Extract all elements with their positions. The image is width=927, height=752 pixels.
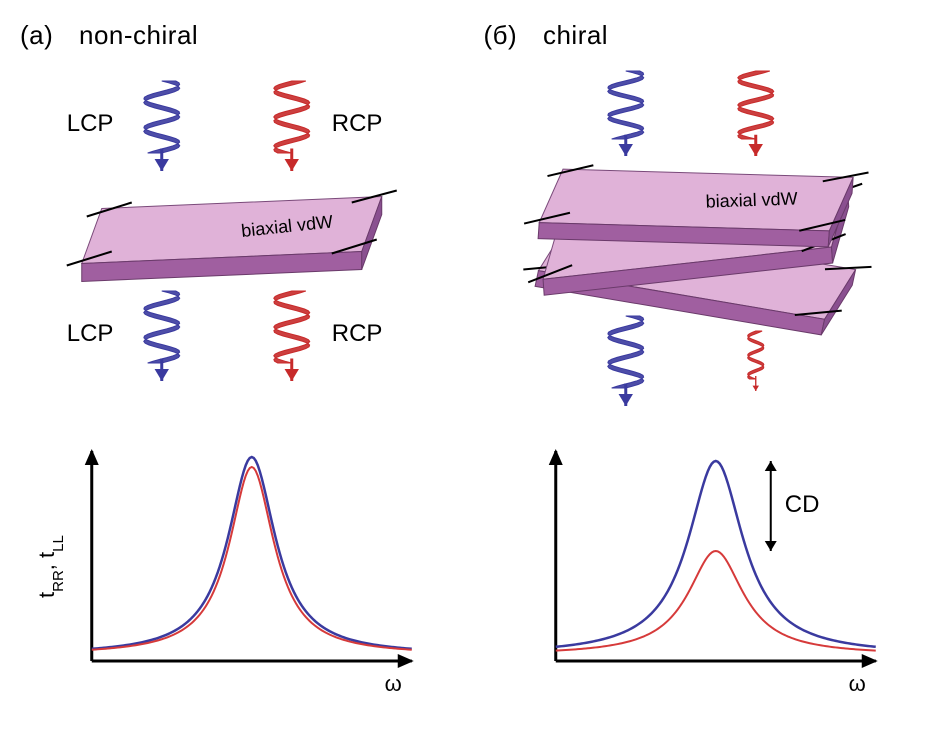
diagram-b: biaxial vdW xyxy=(484,61,908,421)
diagram-a: LCPRCPbiaxial vdWLCPRCP xyxy=(20,61,444,421)
svg-text:tRR, tLL: tRR, tLL xyxy=(34,535,67,598)
svg-text:ω: ω xyxy=(848,671,865,696)
panel-a-title: non-chiral xyxy=(79,20,198,50)
chart-a: tRR, tLL ω xyxy=(20,431,444,711)
svg-text:RCP: RCP xyxy=(332,320,383,347)
panel-b-letter: (б) xyxy=(484,20,518,50)
diagram-a-svg: LCPRCPbiaxial vdWLCPRCP xyxy=(20,61,444,421)
svg-text:CD: CD xyxy=(784,491,819,518)
panel-b-title: chiral xyxy=(543,20,608,50)
panel-b: (б) chiral biaxial vdW ω CD xyxy=(484,20,908,711)
panel-a: (а) non-chiral LCPRCPbiaxial vdWLCPRCP t… xyxy=(20,20,444,711)
panel-b-label: (б) chiral xyxy=(484,20,609,51)
chart-a-svg: tRR, tLL ω xyxy=(20,431,444,711)
chart-b: ω CD xyxy=(484,431,908,711)
svg-text:biaxial vdW: biaxial vdW xyxy=(705,188,798,211)
chart-b-svg: ω CD xyxy=(484,431,908,711)
svg-text:LCP: LCP xyxy=(67,110,114,137)
figure-container: (а) non-chiral LCP RCP biaxial vdW LCP RCP t… xyxy=(20,20,907,711)
svg-text:LCP: LCP xyxy=(67,320,114,347)
svg-text:ω: ω xyxy=(385,671,402,696)
svg-text:RCP: RCP xyxy=(332,110,383,137)
panel-a-letter: (а) xyxy=(20,20,53,50)
panel-a-label: (а) non-chiral xyxy=(20,20,198,51)
diagram-b-svg: biaxial vdW xyxy=(484,61,908,421)
